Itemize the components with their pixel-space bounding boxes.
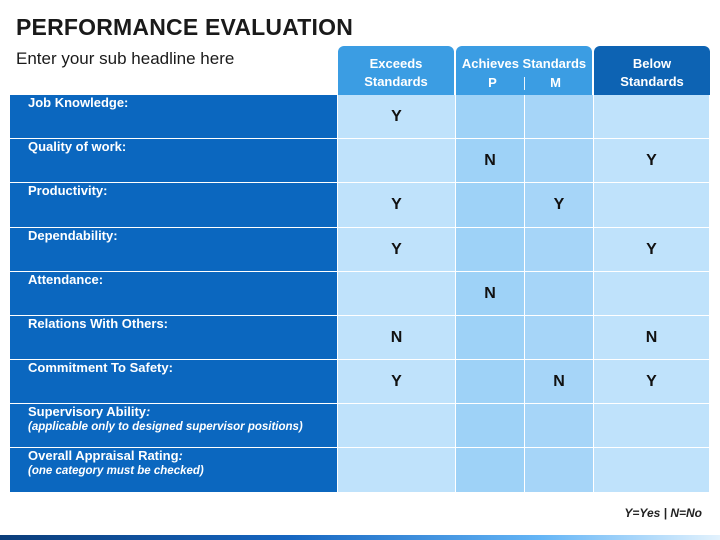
cell-achieves-p: N: [456, 272, 525, 316]
table-row: Productivity: Y Y: [10, 183, 710, 228]
row-label: Commitment To Safety:: [10, 360, 338, 404]
row-label: Relations With Others:: [10, 316, 338, 360]
row-label-text: Productivity:: [28, 183, 108, 198]
row-label-text: Dependability:: [28, 228, 118, 243]
row-label-text: Commitment To Safety:: [28, 360, 173, 375]
cell-exceeds: [338, 139, 456, 183]
table-row: Supervisory Ability: (applicable only to …: [10, 404, 710, 448]
cell-below: [594, 448, 710, 493]
column-header-exceeds: Exceeds Standards: [338, 46, 454, 95]
column-header-achieves-label: Achieves Standards: [461, 56, 587, 71]
column-header-below-line2: Standards: [620, 74, 684, 89]
cell-achieves-p: [456, 183, 525, 228]
row-label: Job Knowledge:: [10, 95, 338, 139]
cell-achieves-m: [525, 316, 594, 360]
cell-achieves-m: [525, 95, 594, 139]
column-header-exceeds-line1: Exceeds: [369, 56, 423, 71]
cell-exceeds: N: [338, 316, 456, 360]
cell-below: Y: [594, 228, 710, 272]
bottom-accent-bar: [0, 535, 720, 540]
cell-exceeds: Y: [338, 183, 456, 228]
cell-achieves-m: [525, 448, 594, 493]
cell-exceeds: Y: [338, 228, 456, 272]
row-label: Supervisory Ability: (applicable only to …: [10, 404, 338, 448]
row-label-text: Relations With Others:: [28, 316, 169, 331]
table-row: Commitment To Safety: Y N Y: [10, 360, 710, 404]
table-row: Job Knowledge: Y: [10, 95, 710, 139]
cell-achieves-m: [525, 404, 594, 448]
page-title: PERFORMANCE EVALUATION: [16, 14, 354, 40]
row-label: Quality of work:: [10, 139, 338, 183]
cell-achieves-p: [456, 448, 525, 493]
cell-achieves-p: [456, 316, 525, 360]
subheader-p: P: [488, 75, 497, 90]
row-label-text: Overall Appraisal Rating: [28, 448, 179, 463]
cell-below: Y: [594, 139, 710, 183]
cell-below: N: [594, 316, 710, 360]
cell-exceeds: Y: [338, 360, 456, 404]
cell-achieves-p: [456, 228, 525, 272]
row-label: Overall Appraisal Rating: (one category m…: [10, 448, 338, 493]
cell-achieves-m: [525, 139, 594, 183]
row-label-text: Job Knowledge:: [28, 95, 129, 110]
cell-below: [594, 404, 710, 448]
subheader-m: M: [550, 75, 561, 90]
table-row: Overall Appraisal Rating: (one category m…: [10, 448, 710, 493]
table-row: Quality of work: N Y: [10, 139, 710, 183]
cell-below: [594, 95, 710, 139]
row-label: Dependability:: [10, 228, 338, 272]
cell-exceeds: Y: [338, 95, 456, 139]
cell-achieves-p: [456, 360, 525, 404]
page-subtitle: Enter your sub headline here: [16, 49, 235, 68]
cell-below: [594, 183, 710, 228]
cell-achieves-m: [525, 228, 594, 272]
row-label: Attendance:: [10, 272, 338, 316]
column-header-below: Below Standards: [594, 46, 710, 95]
column-header-achieves: Achieves Standards P M: [456, 46, 592, 95]
subheader-divider: [523, 77, 525, 90]
table-row: Attendance: N: [10, 272, 710, 316]
row-label-text: Quality of work:: [28, 139, 127, 154]
row-label-suffix: :: [178, 448, 183, 463]
cell-achieves-m: Y: [525, 183, 594, 228]
row-label-note: (applicable only to designed supervisor …: [28, 421, 303, 433]
cell-achieves-m: N: [525, 360, 594, 404]
column-header-below-line1: Below: [632, 56, 672, 71]
row-label-text: Attendance:: [28, 272, 104, 287]
row-label-note: (one category must be checked): [28, 465, 204, 477]
table-row: Relations With Others: N N: [10, 316, 710, 360]
cell-exceeds: [338, 272, 456, 316]
cell-exceeds: [338, 448, 456, 493]
row-label-suffix: :: [146, 404, 151, 419]
row-label: Productivity:: [10, 183, 338, 228]
cell-below: [594, 272, 710, 316]
evaluation-table: Job Knowledge: Y Quality of work: N Y Product…: [10, 95, 710, 493]
row-label-text: Supervisory Ability: [28, 404, 146, 419]
cell-achieves-m: [525, 272, 594, 316]
cell-achieves-p: N: [456, 139, 525, 183]
cell-achieves-p: [456, 95, 525, 139]
cell-exceeds: [338, 404, 456, 448]
column-header-exceeds-line2: Standards: [364, 74, 428, 89]
table-row: Dependability: Y Y: [10, 228, 710, 272]
cell-below: Y: [594, 360, 710, 404]
cell-achieves-p: [456, 404, 525, 448]
legend-note: Y=Yes | N=No: [624, 506, 702, 520]
